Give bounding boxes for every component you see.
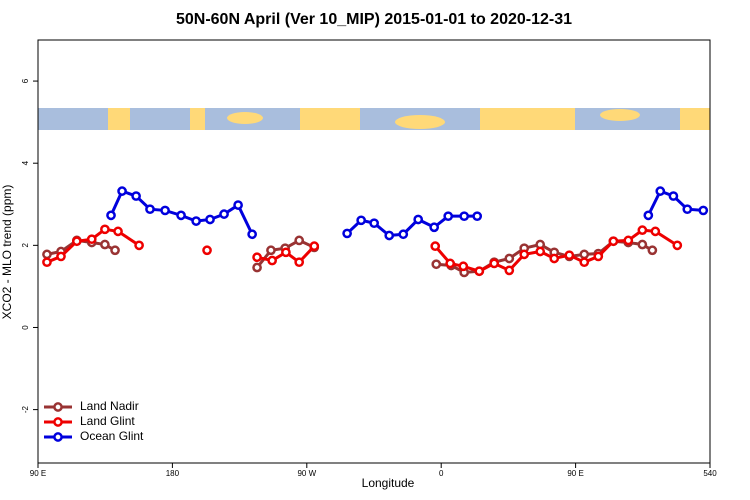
x-tick-label: 90 E (567, 469, 583, 478)
data-point (100, 239, 110, 250)
legend-marker (53, 432, 63, 442)
data-point (42, 249, 52, 260)
y-tick-label: 4 (21, 160, 30, 165)
x-tick-label: 540 (703, 469, 717, 478)
data-point (266, 245, 276, 256)
y-axis-label: XCO2 - MLO trend (ppm) (0, 185, 14, 320)
data-point (356, 215, 367, 226)
data-point (252, 252, 262, 263)
data-point (623, 235, 634, 246)
data-point (535, 246, 546, 257)
data-point (430, 241, 441, 252)
data-point (113, 226, 123, 237)
plot-frame (37, 39, 711, 464)
data-point (682, 204, 693, 215)
map-sea (130, 108, 190, 130)
data-point (519, 249, 530, 260)
legend-marker (53, 402, 63, 412)
data-point (608, 236, 619, 247)
data-point (474, 266, 485, 277)
x-tick-label: 0 (439, 469, 444, 478)
data-point (294, 257, 305, 268)
data-point (110, 245, 120, 256)
data-point (413, 214, 424, 225)
data-point (445, 258, 456, 269)
data-point (176, 210, 186, 221)
data-point (489, 258, 500, 269)
data-point (443, 211, 454, 222)
map-sea (38, 108, 108, 130)
y-tick-label: 6 (21, 78, 30, 83)
data-point (117, 186, 127, 196)
data-point (647, 245, 658, 256)
legend-label: Land Glint (80, 414, 135, 428)
data-point (71, 236, 82, 247)
data-point (504, 265, 515, 276)
data-point (342, 228, 352, 239)
map-strip (38, 108, 710, 130)
data-point (504, 253, 515, 264)
data-point (593, 251, 604, 262)
data-point (549, 253, 560, 264)
data-point (472, 211, 483, 222)
data-point (145, 204, 155, 215)
x-axis-label: Longitude (362, 476, 415, 490)
data-point (655, 186, 666, 196)
data-point (579, 257, 590, 268)
data-point (219, 209, 229, 219)
data-point (106, 210, 116, 221)
data-point (459, 211, 470, 222)
y-tick-label: 2 (21, 243, 30, 248)
legend-marker (53, 417, 63, 427)
data-point (100, 224, 110, 235)
x-tick-label: 90 W (297, 469, 316, 478)
data-point (398, 229, 409, 240)
data-point (202, 245, 212, 256)
data-point (643, 210, 654, 221)
data-point (191, 216, 201, 226)
data-point (56, 251, 66, 262)
data-point (637, 225, 648, 235)
map-land (395, 115, 445, 129)
data-point (86, 234, 97, 245)
data-point (134, 240, 144, 251)
data-point (650, 226, 661, 237)
series-line (346, 214, 478, 238)
x-tick-label: 180 (166, 469, 180, 478)
data-point (698, 205, 709, 216)
data-point (668, 191, 679, 201)
data-point (672, 240, 683, 251)
data-point (458, 261, 469, 272)
data-point (160, 205, 170, 216)
data-point (42, 257, 52, 268)
data-point (637, 239, 648, 250)
y-tick-label: 0 (21, 325, 30, 330)
data-point (579, 249, 590, 260)
data-point (252, 262, 262, 273)
y-tick-label: -2 (21, 406, 30, 414)
data-point (205, 214, 215, 225)
data-point (564, 250, 575, 261)
data-point (247, 229, 257, 240)
data-point (309, 241, 320, 252)
data-point (429, 222, 440, 233)
map-land (227, 112, 263, 124)
legend-label: Ocean Glint (80, 429, 144, 443)
data-point (384, 230, 395, 241)
legend-label: Land Nadir (80, 399, 139, 413)
x-tick-label: 90 E (30, 469, 46, 478)
map-land (600, 109, 640, 121)
chart-title: 50N-60N April (Ver 10_MIP) 2015-01-01 to… (176, 11, 572, 28)
data-point (431, 259, 442, 270)
data-point (267, 255, 278, 266)
data-point (294, 235, 305, 246)
data-point (131, 191, 141, 201)
data-point (233, 200, 243, 210)
data-point (369, 218, 379, 229)
data-point (281, 247, 291, 258)
